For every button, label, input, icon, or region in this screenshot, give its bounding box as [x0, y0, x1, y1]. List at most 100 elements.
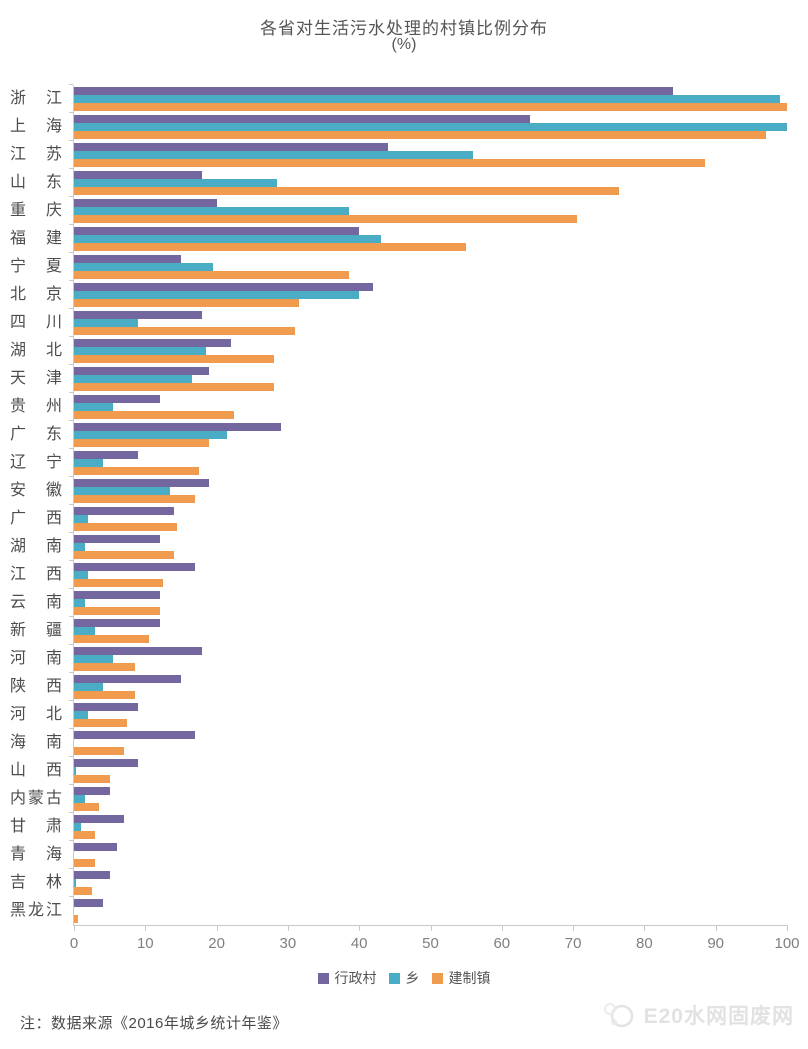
chart-row: 内蒙古 [10, 784, 787, 813]
bar-admin-village [74, 703, 139, 711]
bar-organized-town [74, 243, 467, 251]
chart-subtitle: (%) [391, 36, 417, 53]
bar-organized-town [74, 747, 124, 755]
chart-row: 黑龙江 [10, 896, 787, 925]
x-axis-tick [216, 925, 218, 931]
bar-township [74, 571, 89, 579]
chart-row: 江西 [10, 560, 787, 589]
bar-township [74, 879, 77, 887]
category-label: 安徽 [10, 482, 62, 499]
y-axis-tick [69, 112, 73, 113]
bar-admin-village [74, 563, 196, 571]
bar-township [74, 683, 103, 691]
chart-row: 福建 [10, 224, 787, 253]
bar-admin-village [74, 647, 203, 655]
bar-admin-village [74, 731, 196, 739]
bar-organized-town [74, 523, 178, 531]
x-axis-tick [501, 925, 503, 931]
chart-row: 河北 [10, 700, 787, 729]
bar-township [74, 403, 114, 411]
y-axis-tick [69, 140, 73, 141]
legend-label: 乡 [405, 970, 420, 986]
legend-item: 建制镇 [431, 968, 491, 988]
chart-row: 上海 [10, 112, 787, 141]
legend-label: 行政村 [334, 970, 377, 986]
bar-organized-town [74, 663, 135, 671]
y-axis-tick [69, 252, 73, 253]
chart-row: 北京 [10, 280, 787, 309]
chart-row: 新疆 [10, 616, 787, 645]
bar-organized-town [74, 803, 99, 811]
bar-admin-village [74, 395, 160, 403]
bar-admin-village [74, 283, 374, 291]
bar-organized-town [74, 495, 196, 503]
bar-township [74, 767, 77, 775]
bar-admin-village [74, 171, 203, 179]
category-label: 山东 [10, 174, 62, 191]
category-label: 甘肃 [10, 818, 62, 835]
category-label: 贵州 [10, 398, 62, 415]
x-axis-tick-label: 70 [564, 935, 582, 952]
y-axis-tick [69, 700, 73, 701]
bar-organized-town [74, 915, 78, 923]
bar-organized-town [74, 831, 96, 839]
x-axis-tick [644, 925, 646, 931]
x-axis-tick-label: 10 [136, 935, 154, 952]
bar-township [74, 123, 787, 131]
legend-item: 乡 [388, 968, 420, 988]
bar-township [74, 235, 381, 243]
y-axis-tick [69, 504, 73, 505]
bar-admin-village [74, 87, 673, 95]
legend-swatch-icon [431, 972, 443, 984]
bar-township [74, 459, 103, 467]
bar-admin-village [74, 479, 210, 487]
bar-admin-village [74, 227, 360, 235]
e20-logo-icon [603, 1003, 633, 1028]
category-label: 河南 [10, 650, 62, 667]
category-label: 天津 [10, 370, 62, 387]
bar-admin-village [74, 311, 203, 319]
bar-admin-village [74, 199, 217, 207]
category-label: 宁夏 [10, 258, 62, 275]
y-axis-tick [69, 168, 73, 169]
y-axis-tick [69, 448, 73, 449]
chart-row: 浙江 [10, 84, 787, 113]
chart-row: 海南 [10, 728, 787, 757]
y-axis-tick [69, 644, 73, 645]
category-label: 湖南 [10, 538, 62, 555]
y-axis-tick [69, 420, 73, 421]
bar-organized-town [74, 887, 92, 895]
category-label: 广西 [10, 510, 62, 527]
bar-organized-town [74, 355, 274, 363]
category-label: 湖北 [10, 342, 62, 359]
category-label: 新疆 [10, 622, 62, 639]
category-label: 吉林 [10, 874, 62, 891]
category-label: 青海 [10, 846, 62, 863]
watermark: E20水网固废网 [600, 1000, 794, 1030]
chart-row: 云南 [10, 588, 787, 617]
bar-admin-village [74, 759, 139, 767]
bar-admin-village [74, 675, 181, 683]
chart-row: 安徽 [10, 476, 787, 505]
bar-organized-town [74, 467, 199, 475]
bar-township [74, 655, 114, 663]
category-label: 黑龙江 [10, 902, 62, 919]
source-note: 注：数据来源《2016年城乡统计年鉴》 [20, 1015, 288, 1032]
bar-organized-town [74, 411, 235, 419]
x-axis-tick [145, 925, 147, 931]
plot-area: 浙江上海江苏山东重庆福建宁夏北京四川湖北天津贵州广东辽宁安徽广西湖南江西云南新疆… [10, 84, 800, 952]
bar-admin-village [74, 815, 124, 823]
bar-township [74, 151, 474, 159]
chart-row: 湖北 [10, 336, 787, 365]
legend-swatch-icon [388, 972, 400, 984]
x-axis-tick [715, 925, 717, 931]
y-axis-tick [69, 308, 73, 309]
category-label: 北京 [10, 286, 62, 303]
bar-organized-town [74, 635, 149, 643]
y-axis-tick [69, 840, 73, 841]
bar-admin-village [74, 423, 281, 431]
chart-row: 甘肃 [10, 812, 787, 841]
category-label: 河北 [10, 706, 62, 723]
bar-organized-town [74, 271, 349, 279]
category-label: 云南 [10, 594, 62, 611]
